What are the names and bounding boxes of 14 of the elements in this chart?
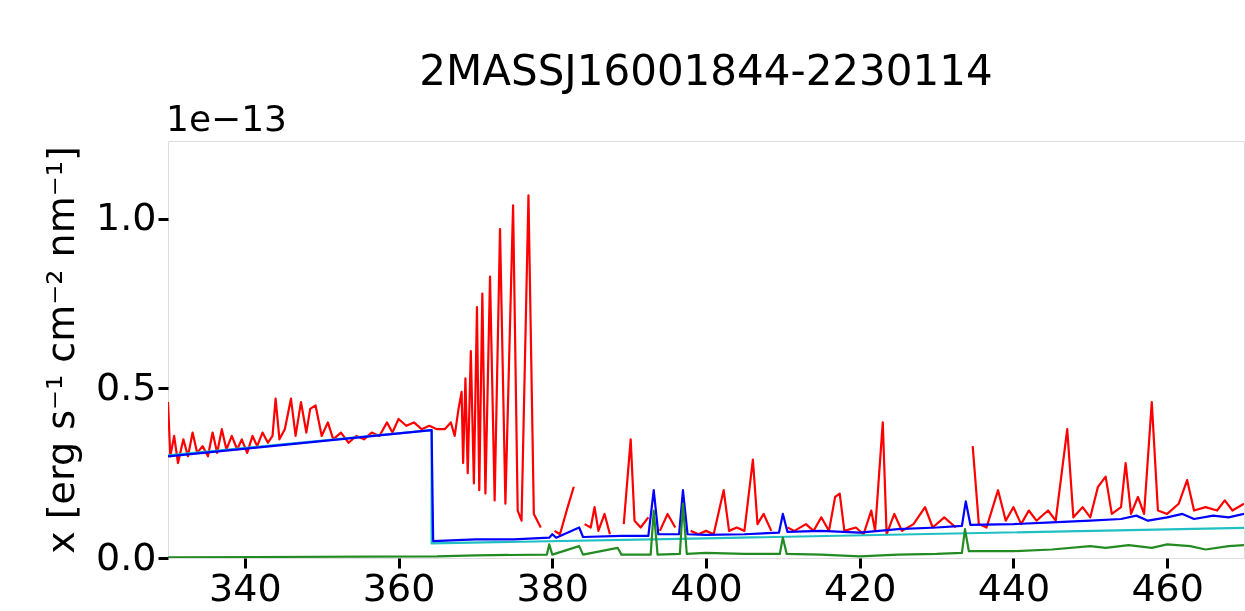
chart-title: 2MASSJ16001844-2230114 <box>419 46 993 95</box>
x-tick-label: 440 <box>977 565 1051 610</box>
y-axis-title: x [erg s⁻¹ cm⁻² nm⁻¹] <box>39 146 84 554</box>
text: 1e−13 <box>166 98 288 139</box>
y-tick-label: 0.5 <box>96 364 157 409</box>
x-tick-label: 400 <box>670 565 743 610</box>
x-tick-label: 380 <box>516 565 590 610</box>
x-tick-label: 360 <box>362 565 436 610</box>
line-series <box>168 502 1244 558</box>
y-tick-label: 1.0 <box>96 195 157 240</box>
y-tick-label: 0.0 <box>96 534 157 579</box>
x-tick-label: 420 <box>823 565 897 610</box>
x-tick-label: 460 <box>1131 565 1204 610</box>
x-tick-label: 340 <box>209 565 282 610</box>
